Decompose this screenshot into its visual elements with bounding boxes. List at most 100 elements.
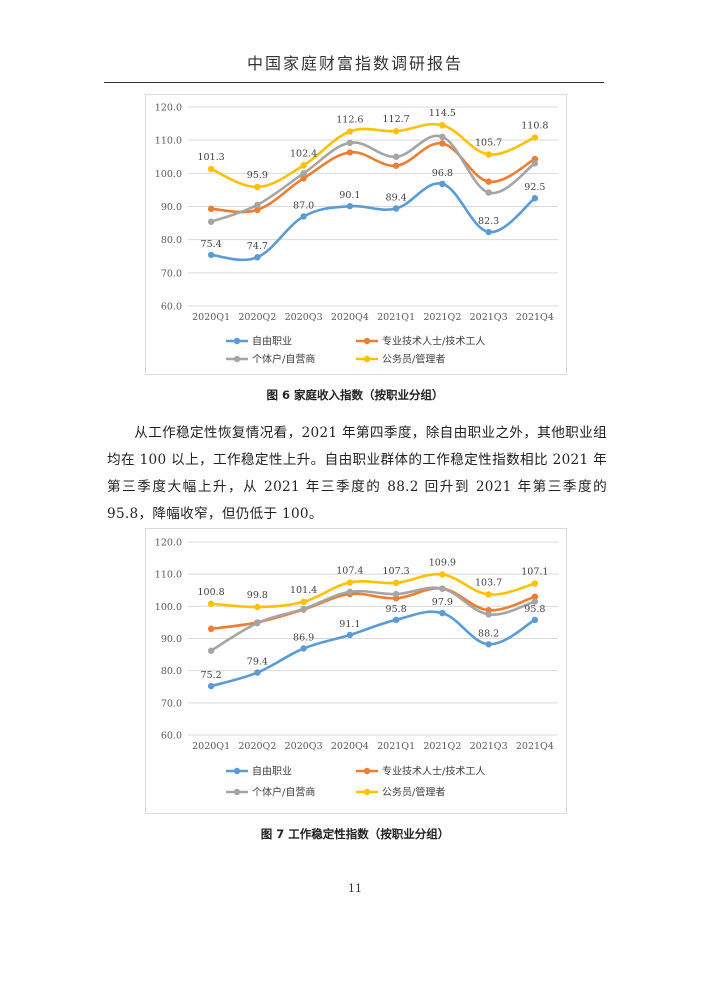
y-tick-label: 70.0 — [161, 268, 182, 279]
data-point — [346, 128, 354, 135]
data-label: 79.4 — [247, 657, 268, 668]
data-point — [392, 616, 400, 624]
data-point — [300, 213, 307, 220]
data-point — [439, 133, 446, 141]
data-point — [207, 600, 215, 607]
data-point — [485, 228, 492, 236]
x-tick-label: 2020Q1 — [192, 312, 230, 323]
data-point — [254, 183, 261, 191]
y-tick-label: 90.0 — [161, 202, 182, 213]
data-label: 100.8 — [198, 587, 225, 598]
x-tick-label: 2020Q3 — [285, 741, 323, 752]
data-point — [254, 619, 261, 627]
data-point — [485, 189, 492, 196]
x-tick-label: 2020Q2 — [238, 312, 276, 323]
legend-swatch-marker — [363, 355, 371, 363]
data-point — [531, 195, 539, 202]
x-tick-label: 2020Q3 — [285, 312, 323, 323]
legend-label: 自由职业 — [252, 765, 292, 778]
data-label: 86.9 — [293, 632, 314, 643]
x-axis: 2020Q1 2020Q2 2020Q3 2020Q4 2021Q1 2021Q2 2021… — [192, 741, 554, 752]
data-point — [346, 588, 354, 596]
x-axis: 2020Q1 2020Q2 2020Q3 2020Q4 2021Q1 2021Q2 2021… — [192, 312, 554, 323]
body-paragraph: 从工作稳定性恢复情况看，2021 年第四季度，除自由职业之外，其他职业组均在 1… — [107, 420, 607, 528]
x-tick-label: 2021Q1 — [377, 741, 415, 752]
x-tick-label: 2020Q4 — [331, 741, 369, 752]
y-axis: 60.0 70.0 80.0 90.0 100.0 110.0 120.0 — [155, 103, 182, 313]
data-labels-3: 101.3 95.9 102.4 112.6 112.7 114.5 105.7 110.8 — [198, 108, 549, 181]
y-tick-label: 100.0 — [155, 169, 182, 180]
data-label: 88.2 — [478, 628, 499, 639]
figure-6-caption: 图 6 家庭收入指数（按职业分组） — [266, 388, 444, 402]
x-tick-label: 2021Q2 — [423, 312, 461, 323]
y-tick-label: 120.0 — [155, 103, 182, 114]
data-label: 97.9 — [432, 597, 453, 608]
data-label: 114.5 — [429, 108, 456, 119]
series-line — [211, 572, 536, 609]
legend-swatch-marker — [233, 767, 241, 775]
page-number: 11 — [348, 882, 362, 895]
series-line — [210, 586, 536, 652]
data-label: 107.3 — [383, 566, 410, 577]
data-labels-0: 75.4 74.7 87.0 90.1 89.4 96.8 82.3 92.5 — [201, 168, 546, 252]
data-point — [531, 160, 539, 167]
data-point — [254, 206, 261, 214]
legend-item: 自由职业 — [226, 335, 292, 348]
x-tick-label: 2021Q4 — [516, 312, 554, 323]
data-point — [346, 149, 354, 156]
data-label: 101.4 — [290, 585, 317, 596]
data-point — [300, 162, 307, 169]
data-label: 91.1 — [339, 619, 360, 630]
gridlines — [188, 541, 558, 736]
x-tick-label: 2021Q4 — [516, 741, 554, 752]
data-label: 82.3 — [478, 216, 499, 227]
data-point — [439, 140, 446, 147]
data-label: 96.8 — [432, 168, 453, 179]
paragraph-text: 从工作稳定性恢复情况看，2021 年第四季度，除自由职业之外，其他职业组均在 1… — [107, 425, 607, 522]
data-label: 89.4 — [386, 192, 407, 203]
data-point — [392, 162, 400, 169]
data-point — [392, 153, 400, 160]
data-point — [392, 205, 400, 212]
series-0 — [207, 609, 539, 690]
data-point — [439, 609, 446, 617]
data-labels-0: 75.2 79.4 86.9 91.1 95.8 97.9 88.2 95.8 — [201, 597, 546, 681]
data-point — [254, 669, 261, 676]
job-stability-chart: 60.0 70.0 80.0 90.0 100.0 110.0 120.0 2020Q1 202… — [145, 528, 567, 814]
data-point — [300, 598, 307, 606]
legend-label: 自由职业 — [252, 335, 292, 348]
x-tick-label: 2020Q4 — [331, 312, 369, 323]
data-label: 95.8 — [524, 604, 545, 615]
data-label: 101.3 — [198, 152, 225, 163]
data-point — [207, 165, 215, 173]
y-tick-label: 70.0 — [161, 698, 182, 709]
legend-swatch-marker — [233, 355, 241, 363]
data-point — [485, 611, 492, 618]
data-point — [300, 605, 307, 613]
data-point — [346, 631, 354, 639]
data-point — [439, 180, 446, 188]
data-point — [392, 128, 400, 135]
legend-item: 自由职业 — [226, 765, 292, 778]
legend-item: 专业技术人士/技术工人 — [356, 765, 485, 778]
data-label: 74.7 — [247, 241, 268, 252]
series-3 — [207, 122, 539, 191]
data-point — [207, 205, 215, 213]
legend-label: 个体户/自营商 — [252, 353, 315, 366]
y-tick-label: 110.0 — [155, 136, 182, 147]
x-tick-label: 2021Q2 — [423, 741, 461, 752]
data-point — [392, 590, 400, 598]
data-point — [207, 647, 215, 654]
data-label: 110.8 — [521, 121, 548, 132]
series-3 — [207, 571, 539, 611]
data-label: 103.7 — [475, 577, 502, 588]
legend-item: 专业技术人士/技术工人 — [356, 335, 485, 348]
data-point — [300, 175, 307, 182]
data-label: 99.8 — [247, 590, 268, 601]
y-tick-label: 60.0 — [161, 731, 182, 742]
data-label: 102.4 — [290, 148, 317, 159]
data-point — [346, 202, 354, 210]
